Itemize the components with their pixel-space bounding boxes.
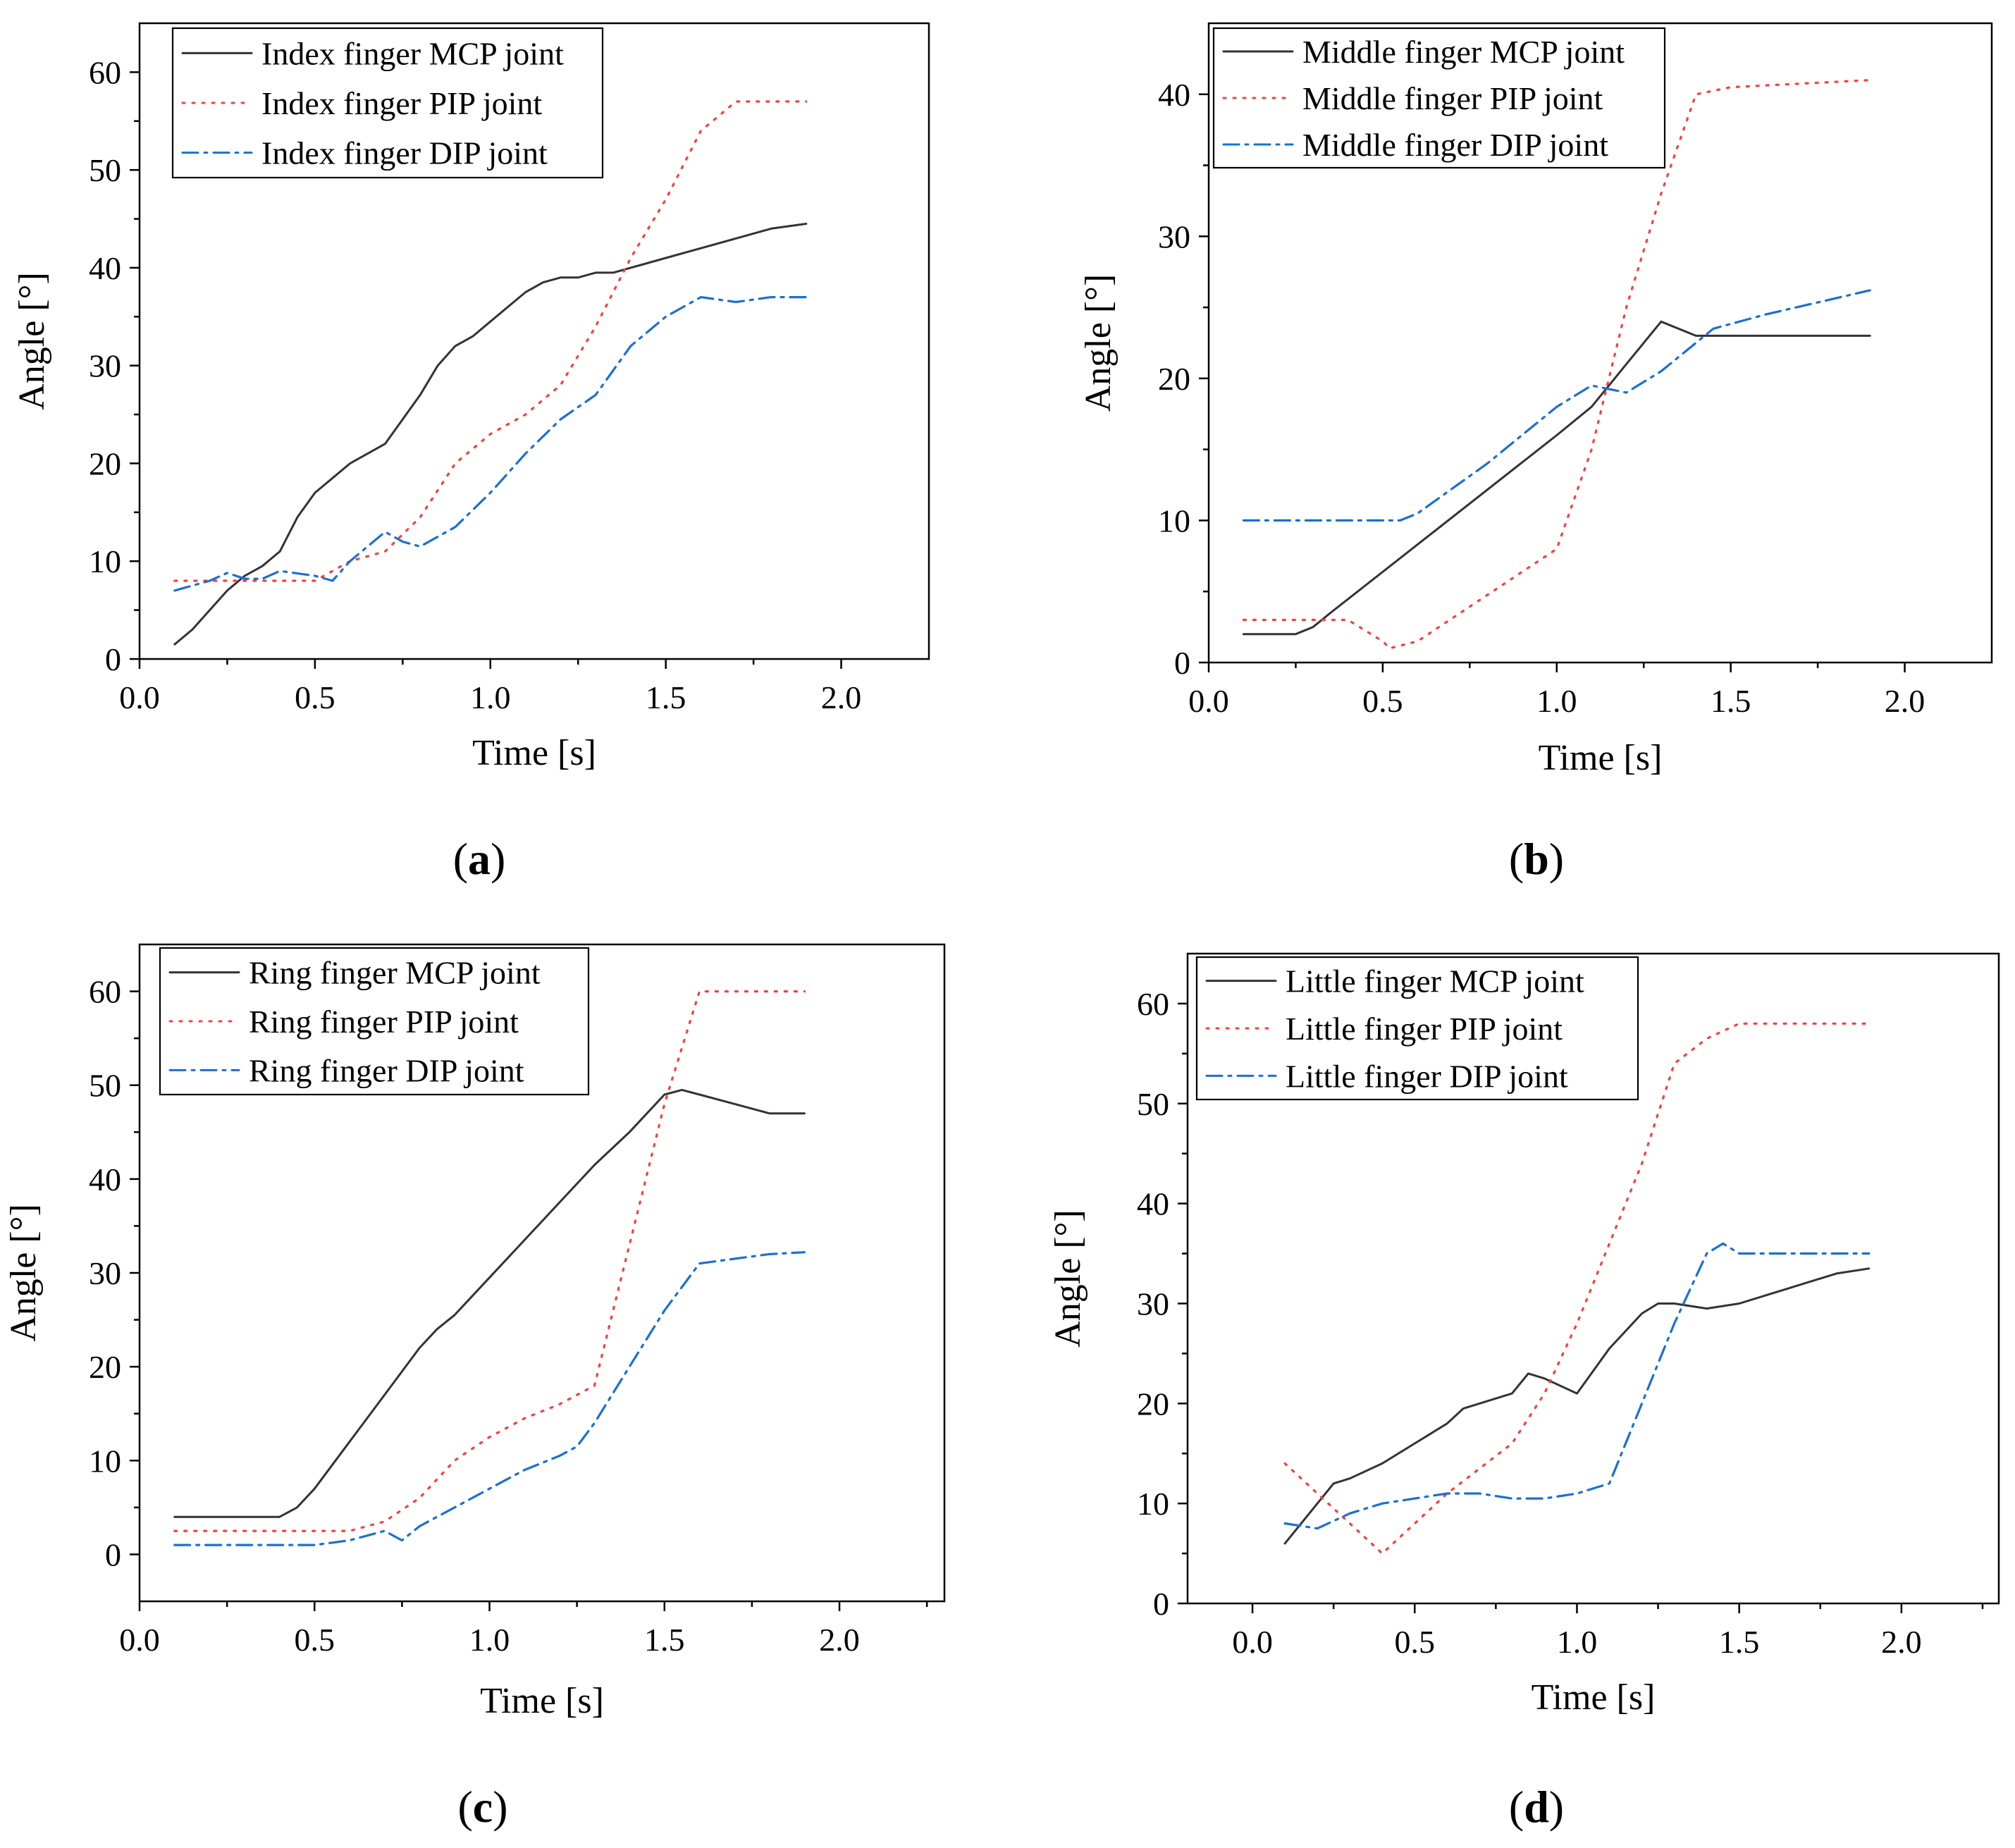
x-tick-label: 2.0 xyxy=(821,679,862,715)
panel-label-b: (b) xyxy=(1509,834,1564,884)
x-axis-title: Time [s] xyxy=(480,1681,604,1721)
legend-label: Little finger PIP joint xyxy=(1286,1011,1563,1047)
y-tick-label: 0 xyxy=(105,1536,121,1572)
x-axis-title: Time [s] xyxy=(1539,738,1663,778)
series-line-solid xyxy=(1283,1267,1871,1545)
x-tick-label: 0.0 xyxy=(119,1622,160,1658)
series-line-dashdot xyxy=(1242,289,1871,522)
x-tick-label: 1.0 xyxy=(1536,683,1577,719)
plot-frame xyxy=(138,22,930,660)
legend-label: Ring finger PIP joint xyxy=(249,1004,519,1040)
chart-panel-b: (b) 0.0 0.5 1.0 1.5 2.0 0 10 20 30 40 Time [s] Angl… xyxy=(1078,22,1993,884)
y-tick-label: 10 xyxy=(1137,1486,1169,1522)
chart-panel-a: (a) 0.0 0.5 1.0 1.5 2.0 0 10 20 30 40 50 60 Time [s]… xyxy=(12,22,930,884)
x-tick-label: 0.0 xyxy=(1188,683,1229,719)
chart-panel-c: (c) 0.0 0.5 1.0 1.5 2.0 0 10 20 30 40 50 60 Time [s]… xyxy=(4,943,946,1832)
x-tick-label: 2.0 xyxy=(1885,683,1925,719)
x-tick-label: 2.0 xyxy=(1881,1624,1922,1660)
panel-label-c: (c) xyxy=(457,1782,507,1832)
series-line-dashdot xyxy=(1283,1242,1871,1530)
y-tick-label: 40 xyxy=(89,250,121,286)
plot-frame xyxy=(1207,22,1993,664)
panel-label-a: (a) xyxy=(453,834,506,884)
y-axis-title: Angle [°] xyxy=(4,1204,44,1342)
y-tick-label: 40 xyxy=(1158,77,1190,113)
legend-label: Ring finger DIP joint xyxy=(249,1052,524,1088)
x-tick-label: 0.5 xyxy=(295,679,335,715)
y-tick-label: 30 xyxy=(1137,1286,1169,1322)
series-line-solid xyxy=(1242,320,1871,636)
legend-label: Ring finger MCP joint xyxy=(249,955,541,991)
y-tick-label: 10 xyxy=(89,1443,121,1479)
y-tick-label: 0 xyxy=(1153,1586,1169,1622)
series-line-dashdot xyxy=(173,1251,806,1546)
y-tick-label: 40 xyxy=(89,1162,121,1197)
y-tick-label: 60 xyxy=(89,54,121,90)
y-tick-label: 0 xyxy=(105,641,121,677)
legend-label: Middle finger MCP joint xyxy=(1302,34,1625,70)
legend-label: Index finger DIP joint xyxy=(261,135,548,171)
x-tick-label: 0.5 xyxy=(295,1622,335,1658)
chart-panel-d: (d) 0.0 0.5 1.0 1.5 2.0 0 10 20 30 40 50 60 Time [s]… xyxy=(1048,952,2000,1832)
legend-label: Index finger MCP joint xyxy=(261,35,564,71)
y-tick-label: 60 xyxy=(1137,986,1169,1022)
x-tick-label: 0.5 xyxy=(1395,1624,1436,1660)
series-line-dotted xyxy=(173,100,808,582)
x-tick-label: 1.5 xyxy=(1719,1624,1760,1660)
y-tick-label: 50 xyxy=(1137,1086,1169,1122)
x-tick-label: 0.0 xyxy=(1232,1624,1273,1660)
y-tick-label: 30 xyxy=(89,1255,121,1291)
legend-label: Middle finger PIP joint xyxy=(1302,80,1603,116)
legend: Ring finger MCP joint Ring finger PIP joi… xyxy=(159,947,590,1096)
y-tick-label: 20 xyxy=(1158,361,1190,397)
y-tick-label: 10 xyxy=(1158,503,1190,538)
x-tick-label: 1.5 xyxy=(646,679,686,715)
series-line-solid xyxy=(173,1088,806,1518)
y-tick-label: 30 xyxy=(89,348,121,384)
x-tick-label: 2.0 xyxy=(819,1622,860,1658)
y-tick-label: 0 xyxy=(1174,645,1190,681)
y-tick-label: 20 xyxy=(89,445,121,481)
series-line-solid xyxy=(173,223,808,646)
y-axis-title: Angle [°] xyxy=(1078,274,1119,412)
y-tick-label: 30 xyxy=(1158,218,1190,254)
x-tick-label: 1.5 xyxy=(644,1622,685,1658)
legend: Middle finger MCP joint Middle finger PIP… xyxy=(1212,27,1666,169)
x-tick-label: 1.0 xyxy=(1557,1624,1598,1660)
y-tick-label: 20 xyxy=(89,1349,121,1385)
x-tick-label: 0.0 xyxy=(119,679,160,715)
x-tick-label: 1.0 xyxy=(470,679,511,715)
legend-label: Index finger PIP joint xyxy=(261,85,542,121)
y-tick-label: 60 xyxy=(89,974,121,1010)
series-line-dotted xyxy=(173,990,806,1532)
y-tick-label: 20 xyxy=(1137,1386,1169,1422)
x-axis-title: Time [s] xyxy=(1532,1677,1656,1718)
plot-frame xyxy=(1186,952,2000,1605)
legend: Index finger MCP joint Index finger PIP j… xyxy=(171,27,604,179)
legend-label: Little finger MCP joint xyxy=(1286,963,1584,999)
x-axis-title: Time [s] xyxy=(472,733,596,773)
series-line-dashdot xyxy=(173,296,808,592)
panel-label-d: (d) xyxy=(1509,1782,1564,1832)
y-tick-label: 10 xyxy=(89,543,121,579)
y-tick-label: 50 xyxy=(89,152,121,188)
legend-label: Little finger DIP joint xyxy=(1286,1058,1568,1094)
x-tick-label: 1.5 xyxy=(1711,683,1751,719)
x-tick-label: 1.0 xyxy=(469,1622,510,1658)
y-tick-label: 50 xyxy=(89,1068,121,1104)
legend-label: Middle finger DIP joint xyxy=(1302,127,1608,163)
y-axis-title: Angle [°] xyxy=(1048,1209,1088,1348)
y-axis-title: Angle [°] xyxy=(12,272,52,410)
x-tick-label: 0.5 xyxy=(1362,683,1403,719)
legend: Little finger MCP joint Little finger PIP… xyxy=(1195,956,1639,1101)
y-tick-label: 40 xyxy=(1137,1186,1169,1222)
